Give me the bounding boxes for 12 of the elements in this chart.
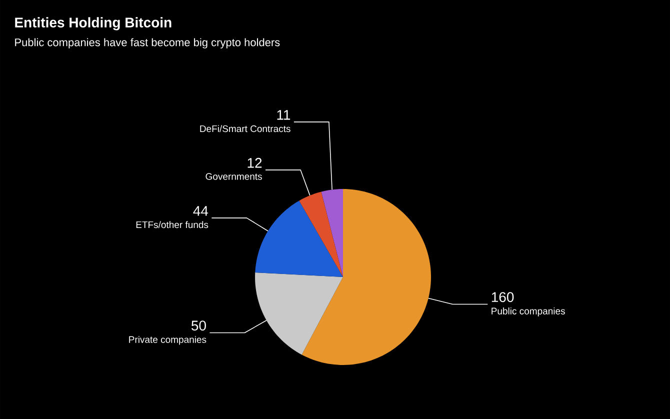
data-label: 44 bbox=[193, 206, 208, 216]
data-label: 50 bbox=[192, 320, 206, 331]
slice-label: Private companies bbox=[129, 336, 206, 345]
chart-subtitle: Public companies have fast become big crypto holders bbox=[15, 38, 280, 48]
slice-label: Public companies bbox=[492, 307, 565, 316]
data-label: 12 bbox=[248, 158, 262, 168]
chart-title: Entities Holding Bitcoin bbox=[15, 17, 172, 30]
data-label: 160 bbox=[492, 292, 514, 302]
slice-label: ETFs/other funds bbox=[136, 221, 208, 228]
slice-label: Governments bbox=[206, 173, 262, 180]
data-label: 11 bbox=[277, 110, 290, 120]
slice-label: DeFi/Smart Contracts bbox=[200, 125, 290, 132]
